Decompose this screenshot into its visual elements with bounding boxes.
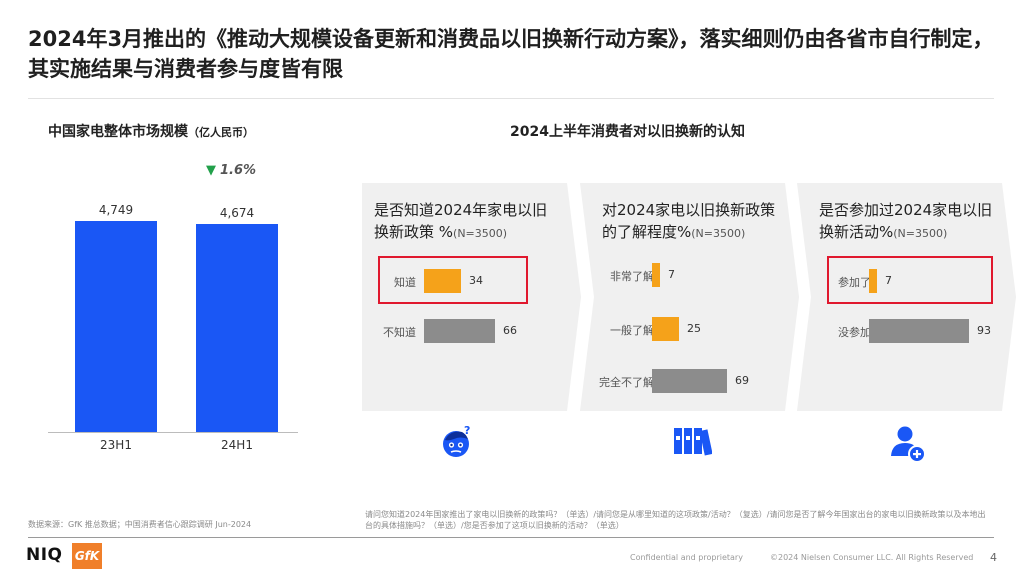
row-label: 没参加 (838, 326, 871, 339)
confidential-note: Confidential and proprietary (630, 553, 743, 562)
row-bar (652, 317, 679, 341)
awareness-panel-1: 是否知道2024年家电以旧换新政策 %(N=3500) 知道 34 不知道 66 (362, 183, 581, 411)
awareness-panel-2: 对2024家电以旧换新政策的了解程度%(N=3500) 非常了解 7 一般了解 25 完全… (580, 183, 799, 411)
down-triangle-icon: ▼ (206, 163, 216, 178)
row-bar (869, 319, 969, 343)
page-title: 2024年3月推出的《推动大规模设备更新和消费品以旧换新行动方案》，落实细则仍由… (28, 27, 994, 81)
row-value: 69 (735, 374, 749, 387)
row-label: 参加了 (838, 276, 871, 289)
left-chart-unit: （亿人民币） (188, 126, 254, 139)
gfk-logo: GfK (72, 543, 102, 569)
svg-text:?: ? (464, 424, 470, 437)
category-label: 23H1 (100, 438, 132, 452)
panel-question: 对2024家电以旧换新政策的了解程度%(N=3500) (602, 199, 787, 245)
row-label: 不知道 (383, 326, 416, 339)
niq-logo: NIQ (26, 545, 63, 565)
row-label: 知道 (394, 276, 416, 289)
binders-icon (672, 424, 713, 460)
panel-question-text: 是否参加过2024家电以旧换新活动% (819, 201, 993, 241)
row-bar (869, 269, 877, 293)
change-indicator: ▼ 1.6% (206, 163, 256, 178)
row-bar (652, 369, 727, 393)
right-section-title: 2024上半年消费者对以旧换新的认知 (510, 124, 745, 140)
page-number: 4 (990, 551, 997, 564)
bar-value-label: 4,749 (98, 203, 134, 217)
row-value: 93 (977, 324, 991, 337)
panel-question-text: 对2024家电以旧换新政策的了解程度% (602, 201, 776, 241)
row-value: 7 (668, 268, 675, 281)
source-note-right: 请问您知道2024年国家推出了家电以旧换新的政策吗？（单选）/请问您是从哪里知道… (365, 510, 986, 530)
bar-23H1 (75, 221, 157, 432)
thinking-face-icon: ? (440, 424, 474, 464)
row-label: 非常了解 (610, 270, 654, 283)
row-label: 一般了解 (610, 324, 654, 337)
row-label: 完全不了解 (599, 376, 654, 389)
panel-chevron-background (362, 183, 581, 411)
highlight-box (827, 256, 993, 304)
change-value: 1.6% (220, 163, 257, 178)
panel-question: 是否参加过2024家电以旧换新活动%(N=3500) (819, 199, 1004, 245)
highlight-box (378, 256, 528, 304)
footer-divider (28, 537, 994, 538)
panel-chevron-background (797, 183, 1016, 411)
copyright-note: ©2024 Nielsen Consumer LLC. All Rights R… (770, 553, 974, 562)
chart-baseline (48, 432, 298, 433)
source-note-left: 数据来源：GfK 推总数据；中国消费者信心跟踪调研 Jun-2024 (28, 520, 252, 529)
awareness-panel-3: 是否参加过2024家电以旧换新活动%(N=3500) 参加了 7 没参加 93 (797, 183, 1016, 411)
row-bar (652, 263, 660, 287)
add-user-icon (890, 424, 928, 468)
sample-size: (N=3500) (453, 227, 508, 240)
row-bar (424, 269, 461, 293)
left-chart-title: 中国家电整体市场规模（亿人民币） (48, 121, 254, 141)
panel-question: 是否知道2024年家电以旧换新政策 %(N=3500) (374, 199, 559, 245)
panel-question-text: 是否知道2024年家电以旧换新政策 % (374, 201, 548, 241)
left-chart-title-text: 中国家电整体市场规模 (48, 124, 188, 140)
sample-size: (N=3500) (893, 227, 948, 240)
sample-size: (N=3500) (691, 227, 746, 240)
row-value: 34 (469, 274, 483, 287)
bar-value-label: 4,674 (219, 206, 255, 220)
row-value: 25 (687, 322, 701, 335)
divider (28, 98, 994, 99)
row-value: 7 (885, 274, 892, 287)
panel-chevron-background (580, 183, 799, 411)
category-label: 24H1 (221, 438, 253, 452)
row-value: 66 (503, 324, 517, 337)
bar-24H1 (196, 224, 278, 432)
row-bar (424, 319, 495, 343)
market-size-chart: 4,749 23H1 4,674 24H1 (48, 190, 298, 460)
